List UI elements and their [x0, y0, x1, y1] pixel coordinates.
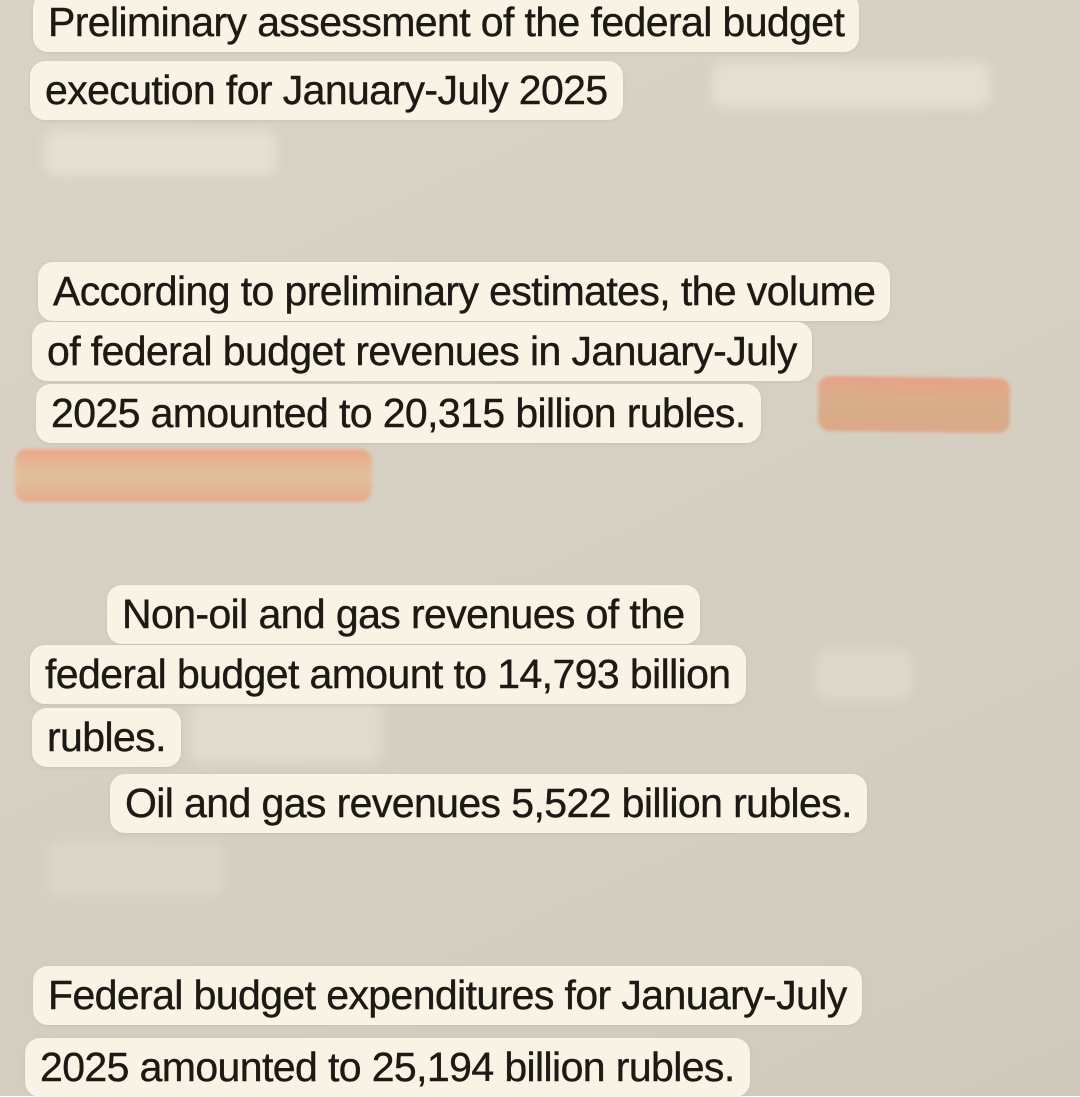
oilgas-line-2: federal budget amount to 14,793 billion [30, 645, 746, 704]
ghost-text-residue [712, 62, 990, 108]
oilgas-line-3: rubles. [32, 708, 181, 767]
ghost-text-residue [48, 843, 224, 895]
highlight-redaction-bar-left [15, 449, 372, 502]
revenues-line-1: According to preliminary estimates, the … [38, 262, 891, 321]
ghost-text-residue [45, 130, 277, 176]
ghost-text-residue [816, 650, 912, 700]
expenditures-line-2: 2025 amounted to 25,194 billion rubles. [25, 1038, 750, 1097]
highlight-redaction-bar-right [817, 375, 1011, 434]
ghost-text-residue [190, 702, 382, 764]
title-line-1: Preliminary assessment of the federal bu… [33, 0, 860, 52]
oilgas-line-1: Non-oil and gas revenues of the [107, 585, 700, 644]
revenues-line-2: of federal budget revenues in January-Ju… [32, 322, 812, 381]
title-line-2: execution for January-July 2025 [30, 61, 623, 120]
revenues-line-3: 2025 amounted to 20,315 billion rubles. [36, 384, 761, 443]
expenditures-line-1: Federal budget expenditures for January-… [33, 966, 862, 1025]
oilgas-line-4: Oil and gas revenues 5,522 billion ruble… [110, 774, 867, 833]
